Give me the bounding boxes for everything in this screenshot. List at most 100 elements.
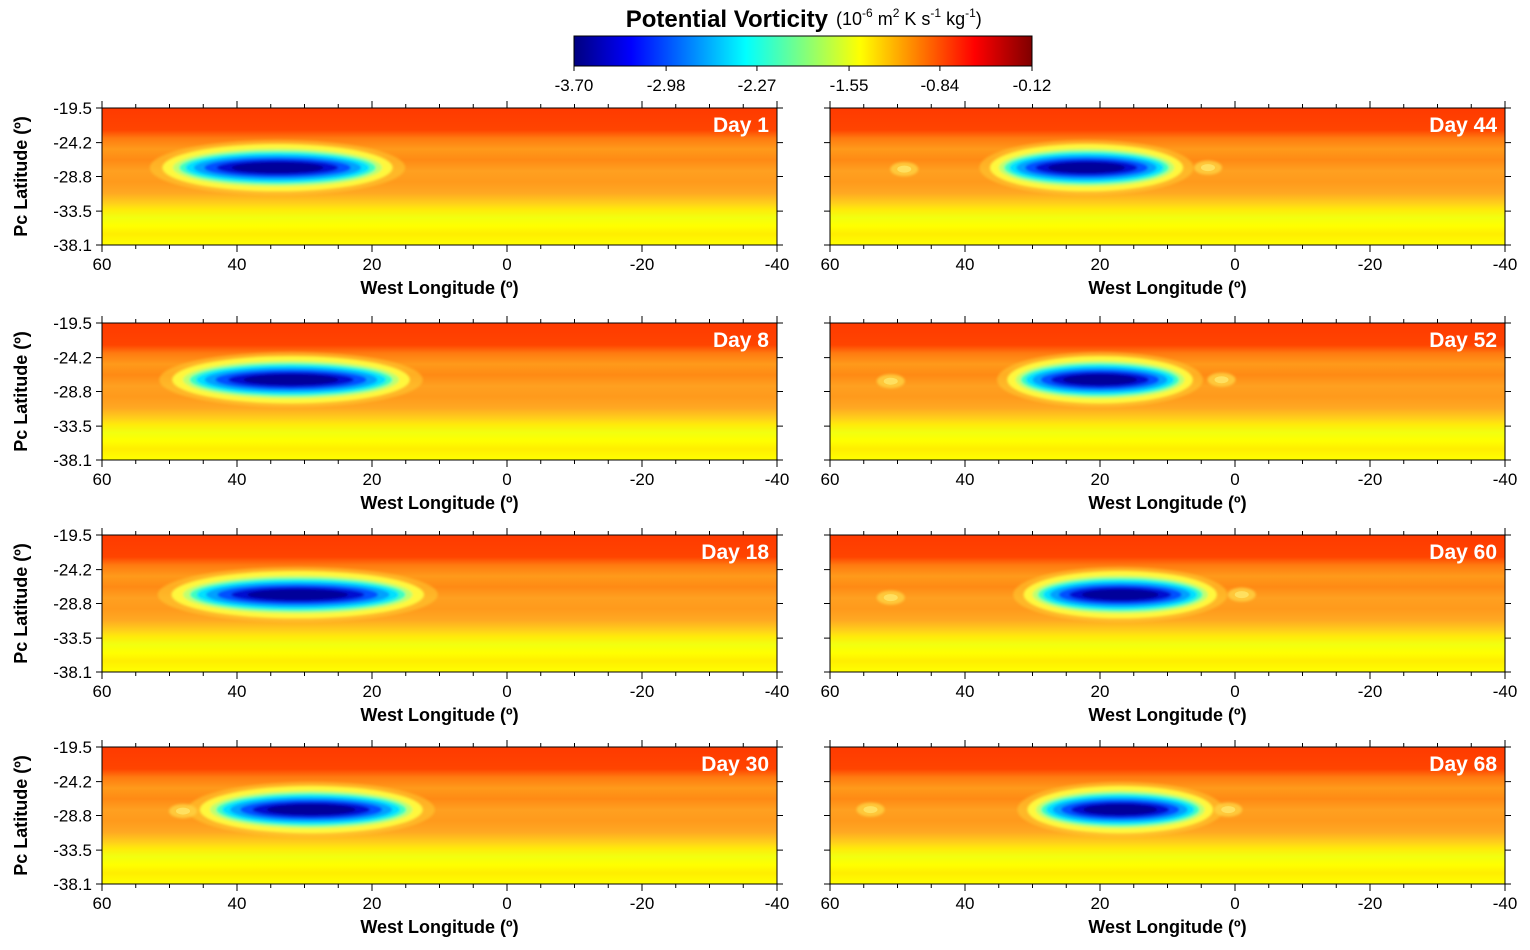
colorbar: Potential Vorticity (10-6 m2 K s-1 kg-1)… xyxy=(555,6,1052,95)
x-axis-title: West Longitude (º) xyxy=(1088,917,1246,937)
vortex-contour xyxy=(1081,589,1159,600)
companion-vortex-core xyxy=(897,165,912,173)
vortex-contour xyxy=(247,589,349,600)
x-tick-label: 40 xyxy=(228,470,247,489)
x-tick-label: 20 xyxy=(1091,894,1110,913)
y-axis-title: Pc Latitude (º) xyxy=(11,116,31,237)
vortex-contour xyxy=(243,374,339,386)
x-tick-label: 60 xyxy=(93,255,112,274)
day-label: Day 68 xyxy=(1429,753,1497,776)
x-tick-label: -40 xyxy=(1493,470,1518,489)
x-tick-label: 0 xyxy=(1230,682,1239,701)
y-tick-label: -19.5 xyxy=(53,738,92,757)
x-tick-label: 40 xyxy=(228,255,247,274)
colorbar-tick-label: -2.27 xyxy=(738,76,777,95)
x-tick-label: -40 xyxy=(1493,682,1518,701)
x-tick-label: -40 xyxy=(1493,894,1518,913)
y-tick-label: -28.8 xyxy=(53,383,92,402)
x-axis-title: West Longitude (º) xyxy=(360,705,518,725)
x-tick-label: 20 xyxy=(1091,255,1110,274)
companion-vortex-core xyxy=(883,594,898,602)
day-label: Day 1 xyxy=(713,114,769,137)
x-tick-label: -40 xyxy=(765,255,790,274)
plot-area xyxy=(102,747,777,884)
vortex-contour xyxy=(231,162,324,173)
x-tick-label: 60 xyxy=(93,682,112,701)
x-tick-label: -40 xyxy=(765,894,790,913)
x-tick-label: -20 xyxy=(1358,894,1383,913)
vortex xyxy=(187,782,435,838)
x-axis-title: West Longitude (º) xyxy=(360,917,518,937)
x-tick-label: 0 xyxy=(502,255,511,274)
x-tick-label: 60 xyxy=(93,894,112,913)
panel-1: Day 1 60 40 20 0 -20 -40 West Longitude (º) -19.… xyxy=(11,99,789,298)
x-tick-label: -20 xyxy=(1358,682,1383,701)
colorbar-gradient xyxy=(573,35,1033,67)
plot-area xyxy=(830,323,1505,460)
x-tick-label: 0 xyxy=(502,894,511,913)
panel-3: Day 18 60 40 20 0 -20 -40 West Longitude (º) -19… xyxy=(11,526,789,725)
x-axis-title: West Longitude (º) xyxy=(360,493,518,513)
x-tick-label: 0 xyxy=(1230,894,1239,913)
vortex-contour xyxy=(1083,804,1158,815)
colorbar-title: Potential Vorticity xyxy=(626,6,829,33)
y-tick-label: -19.5 xyxy=(53,314,92,333)
x-tick-label: -20 xyxy=(630,255,655,274)
colorbar-tick-label: -1.55 xyxy=(830,76,869,95)
y-tick-label: -19.5 xyxy=(53,99,92,118)
y-axis-title: Pc Latitude (º) xyxy=(11,543,31,664)
x-tick-label: 20 xyxy=(363,470,382,489)
x-tick-label: 20 xyxy=(363,682,382,701)
y-tick-label: -28.8 xyxy=(53,595,92,614)
panel-6: Day 52 60 40 20 0 -20 -40 West Longitude (º) xyxy=(821,316,1518,513)
plot-area xyxy=(102,108,777,245)
x-tick-label: -20 xyxy=(630,682,655,701)
x-tick-label: 0 xyxy=(1230,255,1239,274)
day-label: Day 30 xyxy=(701,753,769,776)
y-tick-label: -24.2 xyxy=(53,773,92,792)
colorbar-tick-label: -0.84 xyxy=(921,76,960,95)
x-tick-label: 60 xyxy=(821,894,840,913)
vortex xyxy=(159,352,423,408)
plot-area xyxy=(102,323,777,460)
x-axis-title: West Longitude (º) xyxy=(360,278,518,298)
x-tick-label: 20 xyxy=(1091,682,1110,701)
y-tick-label: -38.1 xyxy=(53,663,92,682)
y-tick-label: -38.1 xyxy=(53,875,92,894)
x-tick-label: -40 xyxy=(1493,255,1518,274)
colorbar-ticks: -3.70 -2.98 -2.27 -1.55 -0.84 -0.12 xyxy=(555,66,1051,95)
y-axis-title: Pc Latitude (º) xyxy=(11,755,31,876)
plot-area xyxy=(830,535,1505,672)
companion-vortex-core xyxy=(883,377,898,385)
x-tick-label: 60 xyxy=(821,470,840,489)
colorbar-tick-label: -2.98 xyxy=(647,76,686,95)
day-label: Day 52 xyxy=(1429,329,1497,352)
panel-7: Day 60 60 40 20 0 -20 -40 West Longitude (º) xyxy=(821,528,1518,725)
vortex xyxy=(1013,567,1228,623)
x-tick-label: -40 xyxy=(765,470,790,489)
vortex xyxy=(149,140,406,196)
x-tick-label: 40 xyxy=(228,894,247,913)
day-label: Day 44 xyxy=(1429,114,1497,137)
plot-area xyxy=(830,747,1505,884)
panels: Day 1 60 40 20 0 -20 -40 West Longitude (º) -19.… xyxy=(11,99,1517,937)
day-label: Day 18 xyxy=(701,541,769,564)
x-tick-label: -20 xyxy=(1358,470,1383,489)
companion-vortex-core xyxy=(863,806,878,814)
vortex-contour xyxy=(1062,374,1138,386)
x-tick-label: 40 xyxy=(228,682,247,701)
x-axis-title: West Longitude (º) xyxy=(1088,705,1246,725)
x-tick-label: 0 xyxy=(502,682,511,701)
y-tick-label: -33.5 xyxy=(53,629,92,648)
vortex-contour xyxy=(1047,162,1126,173)
x-tick-label: 20 xyxy=(1091,470,1110,489)
plot-area xyxy=(830,108,1505,245)
x-tick-label: -20 xyxy=(630,470,655,489)
y-tick-label: -38.1 xyxy=(53,451,92,470)
vortex xyxy=(979,140,1194,196)
y-tick-label: -38.1 xyxy=(53,236,92,255)
companion-vortex-core xyxy=(1201,164,1215,172)
day-label: Day 8 xyxy=(713,329,769,352)
x-tick-label: 40 xyxy=(956,255,975,274)
x-tick-label: 40 xyxy=(956,894,975,913)
